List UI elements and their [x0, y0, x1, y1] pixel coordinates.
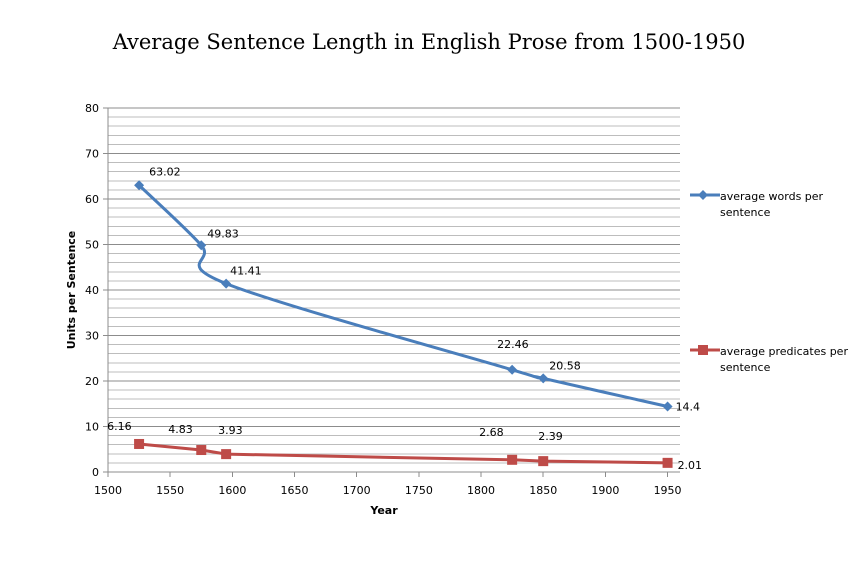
legend-swatch-predicates [690, 344, 724, 355]
x-tick-label: 1550 [156, 484, 184, 497]
x-tick-label: 1850 [529, 484, 557, 497]
chart-title: Average Sentence Length in English Prose… [112, 30, 746, 54]
data-point-square [538, 456, 549, 467]
x-tick-label: 1700 [343, 484, 371, 497]
y-tick-label: 50 [85, 239, 99, 252]
data-point-square [221, 449, 232, 460]
data-label: 49.83 [207, 227, 239, 240]
data-point-diamond [221, 278, 232, 289]
data-label: 3.93 [218, 424, 243, 437]
data-label: 14.4 [676, 400, 701, 413]
data-label: 2.01 [678, 459, 703, 472]
data-label: 22.46 [497, 338, 529, 351]
x-tick-label: 1950 [654, 484, 682, 497]
x-tick-label: 1800 [467, 484, 495, 497]
legend-label-predicates: average predicates per sentence [720, 345, 848, 374]
x-tick-label: 1600 [218, 484, 246, 497]
legend-swatch-words [690, 189, 724, 200]
y-tick-label: 60 [85, 193, 99, 206]
y-tick-label: 30 [85, 330, 99, 343]
data-label: 2.39 [538, 430, 563, 443]
data-label: 6.16 [107, 420, 132, 433]
data-label: 2.68 [479, 426, 504, 439]
x-axis-title: Year [369, 504, 398, 517]
y-tick-label: 0 [92, 466, 99, 479]
y-axis-title: Units per Sentence [65, 231, 78, 350]
y-tick-label: 20 [85, 375, 99, 388]
data-point-square [662, 457, 673, 468]
data-label: 4.83 [168, 423, 193, 436]
x-tick-label: 1650 [281, 484, 309, 497]
data-point-square [134, 438, 145, 449]
data-label: 63.02 [149, 165, 181, 178]
data-label: 41.41 [230, 265, 262, 278]
data-point-square [507, 454, 518, 465]
data-point-diamond [507, 364, 518, 375]
data-point-diamond [196, 240, 207, 251]
x-tick-label: 1900 [591, 484, 619, 497]
series-line-0 [138, 184, 668, 408]
y-tick-label: 80 [85, 102, 99, 115]
y-tick-label: 70 [85, 148, 99, 161]
x-tick-label: 1500 [94, 484, 122, 497]
series-line-1 [138, 442, 668, 465]
data-point-square [196, 445, 207, 456]
data-point-diamond [538, 373, 549, 384]
data-point-diamond [662, 401, 673, 412]
legend-label-words: average words per sentence [720, 190, 824, 219]
data-label: 20.58 [549, 359, 581, 372]
y-tick-label: 10 [85, 421, 99, 434]
y-tick-label: 40 [85, 284, 99, 297]
data-point-diamond [134, 180, 145, 191]
x-tick-label: 1750 [405, 484, 433, 497]
